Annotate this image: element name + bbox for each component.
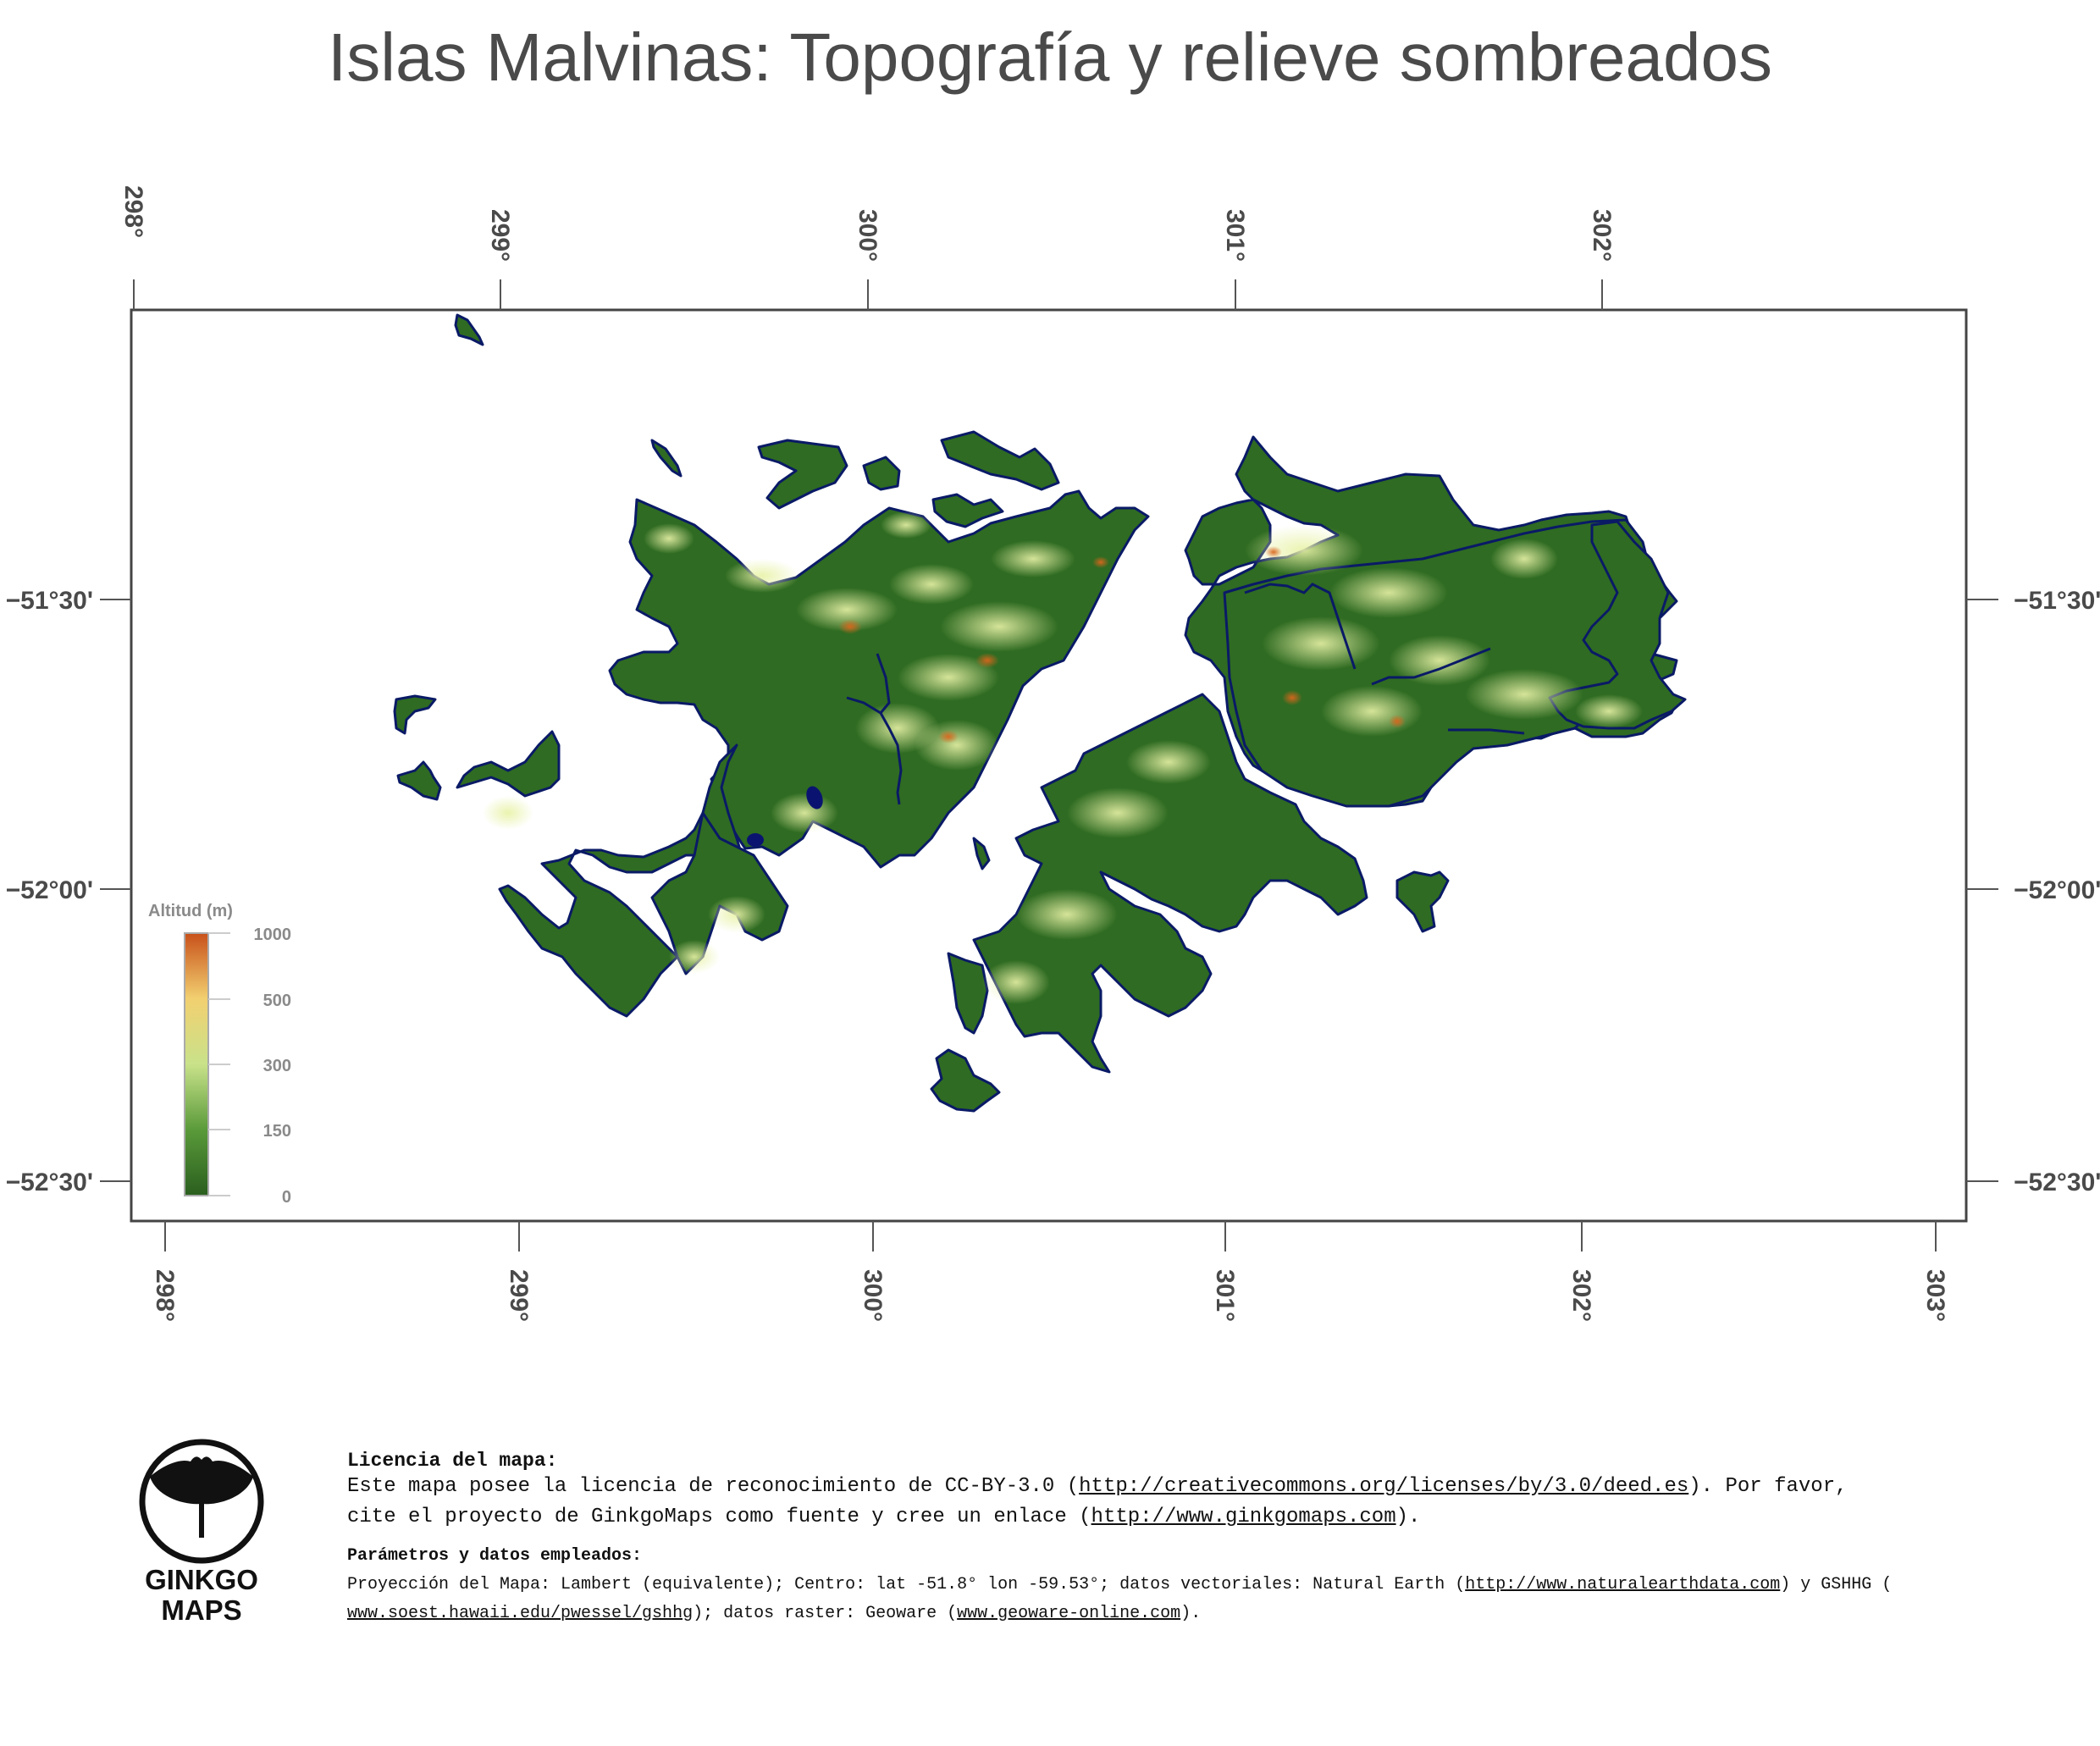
params-text: Proyección del Mapa: Lambert (equivalent… xyxy=(347,1571,2075,1628)
naturalearth-link[interactable]: http://www.naturalearthdata.com xyxy=(1465,1575,1781,1594)
islet xyxy=(862,456,901,491)
map-frame xyxy=(130,308,1968,1223)
lat-ticks xyxy=(100,599,1998,1182)
terrain-shading xyxy=(483,511,1643,1004)
pond xyxy=(806,786,823,809)
top-lon-label: 300° xyxy=(854,209,881,262)
geoware-link[interactable]: www.geoware-online.com xyxy=(957,1604,1181,1623)
right-lat-label: −52°30' xyxy=(2014,1169,2100,1196)
bottom-lon-label: 298° xyxy=(151,1269,179,1322)
legend-tick: 1000 xyxy=(254,925,292,944)
left-lat-label: −52°00' xyxy=(6,876,93,904)
islet xyxy=(940,430,1060,491)
right-lat-label: −52°00' xyxy=(2014,876,2100,904)
logo-text-maps: MAPS xyxy=(161,1594,242,1626)
params-text-part: ). xyxy=(1180,1604,1202,1623)
islet xyxy=(1548,520,1687,730)
license-text: Este mapa posee la licencia de reconocim… xyxy=(347,1472,2075,1533)
top-lon-label: 299° xyxy=(486,209,514,262)
ginkgomaps-link[interactable]: http://www.ginkgomaps.com xyxy=(1091,1506,1396,1528)
legend-title: Altitud (m) xyxy=(148,902,233,920)
island-weddell xyxy=(456,730,561,798)
island-jason xyxy=(454,313,484,346)
params-text-part: ) y GSHHG ( xyxy=(1780,1575,1893,1594)
islet xyxy=(650,439,682,478)
bottom-lon-label: 303° xyxy=(1921,1269,1949,1322)
altitude-legend: Altitud (m) 1000 500 300 150 0 xyxy=(148,902,291,1207)
legend-tick: 0 xyxy=(282,1188,291,1207)
top-lon-ticks xyxy=(133,279,1603,310)
legend-tick: 300 xyxy=(263,1057,291,1075)
cc-license-link[interactable]: http://creativecommons.org/licenses/by/3… xyxy=(1079,1475,1689,1498)
bottom-lon-label: 299° xyxy=(505,1269,533,1322)
bottom-lon-label: 302° xyxy=(1567,1269,1595,1322)
island-new xyxy=(396,760,442,801)
page-title: Islas Malvinas: Topografía y relieve som… xyxy=(327,19,1772,95)
water-features xyxy=(747,583,1525,847)
bottom-lon-label: 301° xyxy=(1211,1269,1239,1322)
top-lon-label: 298° xyxy=(119,185,147,238)
top-lon-label: 302° xyxy=(1588,209,1616,262)
license-text-part: ). xyxy=(1395,1506,1421,1528)
island-saunders xyxy=(393,694,437,735)
license-text-part: ). Por favor, xyxy=(1688,1475,1848,1498)
license-heading: Licencia del mapa: xyxy=(347,1450,558,1472)
islet xyxy=(972,837,991,870)
pond xyxy=(747,833,764,847)
gshhg-link[interactable]: www.soest.hawaii.edu/pwessel/gshhg xyxy=(347,1604,694,1623)
island-beaver xyxy=(930,1048,1001,1113)
license-block: Licencia del mapa: Este mapa posee la li… xyxy=(347,1450,2075,1628)
island-speedwell xyxy=(947,952,989,1035)
params-text-part: Proyección del Mapa: Lambert (equivalent… xyxy=(347,1575,1466,1594)
logo-text-ginkgo: GINKGO xyxy=(145,1564,258,1595)
lafonia xyxy=(972,693,1368,1074)
legend-colorbar xyxy=(184,932,209,1196)
islet xyxy=(931,493,1004,528)
islet xyxy=(757,439,848,510)
ginkgo-leaf-icon xyxy=(139,1439,264,1564)
legend-tick: 500 xyxy=(263,992,291,1010)
left-lat-label: −51°30' xyxy=(6,587,93,615)
license-text-part: cite el proyecto de GinkgoMaps como fuen… xyxy=(347,1506,1091,1528)
params-text-part: ); datos raster: Geoware ( xyxy=(693,1604,958,1623)
legend-tick: 150 xyxy=(263,1122,291,1141)
top-lon-label: 301° xyxy=(1221,209,1249,262)
ginkgo-logo: GINKGO MAPS xyxy=(134,1438,269,1626)
bottom-lon-ticks xyxy=(164,1221,1937,1251)
license-text-part: Este mapa posee la licencia de reconocim… xyxy=(347,1475,1080,1498)
right-lat-label: −51°30' xyxy=(2014,587,2100,615)
left-lat-label: −52°30' xyxy=(6,1169,93,1196)
island-e xyxy=(1395,870,1450,933)
west-falkland-sw xyxy=(498,743,743,1018)
bottom-lon-label: 300° xyxy=(859,1269,887,1322)
params-heading: Parámetros y datos empleados: xyxy=(347,1546,643,1566)
